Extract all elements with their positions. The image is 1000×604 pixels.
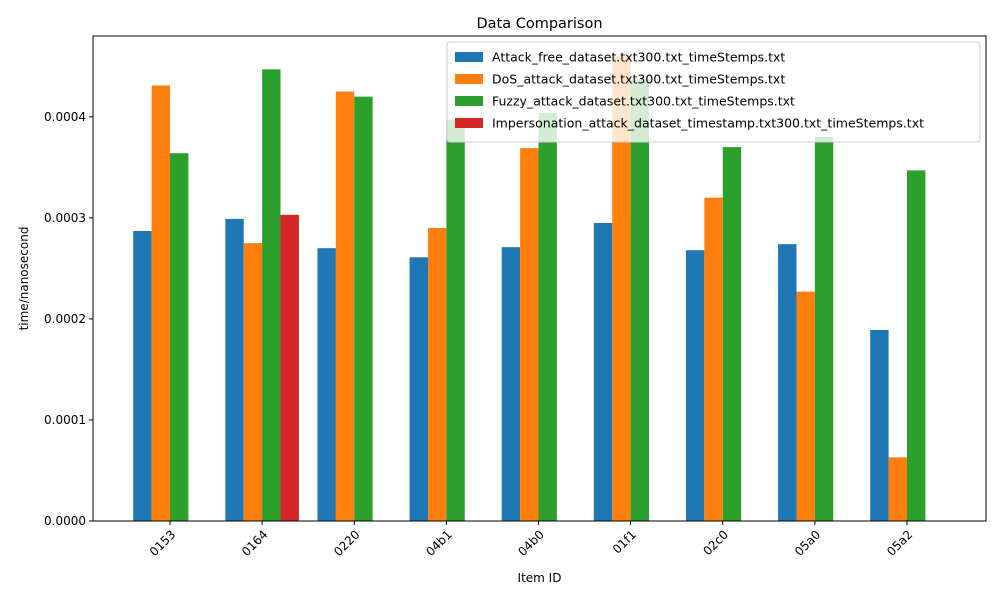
- legend-label: DoS_attack_dataset.txt300.txt_timeStemps…: [492, 72, 785, 87]
- bar-0220-series-1: [317, 248, 336, 521]
- legend-swatch: [455, 74, 483, 84]
- bar-02c0-series-1: [685, 250, 705, 521]
- chart-title: Data Comparison: [476, 16, 602, 32]
- bar-05a2-series-3: [907, 170, 926, 521]
- legend-swatch: [455, 96, 483, 106]
- bar-0164-series-1: [225, 218, 244, 521]
- legend: Attack_free_dataset.txt300.txt_timeStemp…: [446, 41, 981, 143]
- legend-label: Attack_free_dataset.txt300.txt_timeStemp…: [492, 50, 785, 65]
- bar-01f1-series-3: [630, 79, 650, 521]
- bar-0153-series-1: [133, 231, 152, 521]
- bar-04b0-series-2: [520, 148, 539, 521]
- bar-04b0-series-1: [501, 247, 521, 521]
- legend-swatch: [455, 52, 483, 62]
- legend-label: Fuzzy_attack_dataset.txt300.txt_timeStem…: [492, 94, 795, 109]
- bar-05a2-series-2: [888, 457, 907, 521]
- plot-area-frame: [92, 35, 987, 522]
- legend-box: [446, 41, 981, 143]
- bar-05a0-series-1: [778, 244, 797, 521]
- bar-0220-series-2: [335, 91, 355, 521]
- bar-0164-series-3: [262, 69, 281, 521]
- y-axis-label: time/nanosecond: [17, 227, 31, 331]
- y-tick-label: 0.0002: [44, 312, 86, 326]
- bar-04b0-series-3: [538, 112, 557, 521]
- y-tick-label: 0.0004: [44, 110, 86, 124]
- bars-layer: [133, 56, 926, 522]
- y-ticks: 0.0000 0.0001 0.0002 0.0003 0.0004: [44, 110, 93, 528]
- bar-01f1-series-1: [593, 222, 613, 521]
- bar-02c0-series-2: [704, 197, 723, 522]
- y-tick-label: 0.0000: [44, 514, 86, 528]
- bar-04b1-series-3: [446, 119, 465, 522]
- bar-04b1-series-1: [409, 257, 428, 521]
- bar-05a0-series-2: [796, 291, 815, 521]
- y-tick-label: 0.0003: [44, 211, 86, 225]
- bar-0153-series-2: [151, 85, 170, 521]
- x-axis-label: Item ID: [518, 571, 562, 585]
- bar-04b1-series-2: [427, 227, 447, 522]
- bar-0164-series-2: [243, 243, 263, 521]
- y-tick-label: 0.0001: [44, 413, 86, 427]
- bar-0220-series-3: [354, 96, 373, 522]
- bar-0164-series-4: [280, 214, 299, 521]
- bar-02c0-series-3: [722, 147, 742, 521]
- legend-label: Impersonation_attack_dataset_timestamp.t…: [492, 116, 924, 131]
- bar-05a2-series-1: [870, 330, 889, 521]
- bar-01f1-series-2: [612, 56, 631, 522]
- legend-swatch: [455, 118, 483, 128]
- bar-0153-series-3: [170, 153, 189, 521]
- bar-05a0-series-3: [814, 137, 834, 522]
